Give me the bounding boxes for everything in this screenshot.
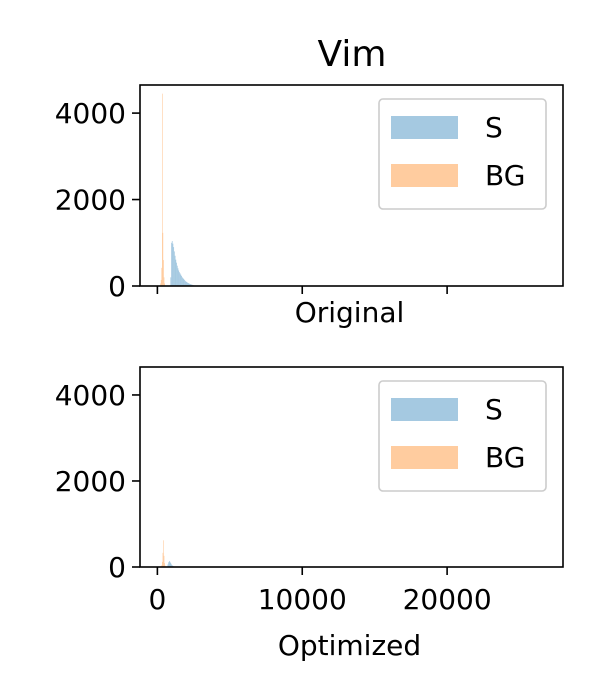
histogram-bar-s [179,272,180,286]
histogram-bar-s [171,565,173,567]
y-tick-label: 0 [108,270,126,303]
histogram-bar-s [167,564,169,567]
histogram-bar-s [189,283,190,286]
histogram-bar-s [179,273,181,286]
legend: S BG [378,380,547,492]
histogram-bar-s [187,282,188,286]
histogram-bar-s [176,262,177,286]
histogram-bar-s [168,560,170,567]
histogram-bar-bg [163,277,165,286]
histogram-bar-s [178,270,180,286]
histogram-bar-bg [161,267,163,286]
histogram-bar-s [172,243,174,286]
histogram-bar-bg [163,260,164,286]
histogram-bar-s [174,251,175,286]
histogram-bar-s [182,277,183,286]
histogram-bar-s [177,268,179,286]
y-tick-label: 2000 [55,184,126,217]
x-axis-label: Optimized [278,629,421,662]
histogram-bar-bg [161,565,163,567]
subplot-original: 0 2000 4000 Original S BG [55,84,564,329]
legend-label-s: S [485,393,503,426]
histogram-bar-s [188,283,190,286]
histogram-bar-s [175,259,177,286]
histogram-bar-s [182,278,184,286]
histogram-bar-bg [163,555,165,567]
histogram-bar-bg [164,563,165,567]
legend-swatch-s [391,398,458,421]
axes-frame [139,84,564,287]
y-tick-label: 0 [108,551,126,584]
histogram-bar-bg [162,232,164,286]
x-tick-label: 0 [148,583,166,616]
legend-box [378,98,547,210]
axes-frame [139,366,564,568]
histogram-bar-bg [160,279,162,286]
x-tick-label: 20000 [403,583,492,616]
legend-swatch-bg [391,446,458,469]
legend: S BG [378,98,547,210]
legend-label-s: S [485,111,503,144]
histogram-bar-s [184,279,185,286]
legend-swatch-s [391,116,458,139]
legend-label-bg: BG [485,441,525,474]
figure-title: Vim [318,34,387,75]
histogram-bar-s [180,274,182,286]
histogram-bar-s [170,277,172,286]
histogram-bar-s [173,247,175,286]
x-axis-label: Original [295,296,405,329]
histogram-bar-s [168,562,169,567]
histogram-bar-s [183,279,185,286]
y-tick-label: 2000 [55,465,126,498]
histogram-bar-s [169,561,171,567]
histogram-bar-bg [160,283,161,286]
subplot-optimized: 0 2000 4000 0 10000 20000 Optimized S BG [55,366,564,662]
histogram-bar-bg [164,283,165,286]
histogram-bar-s [189,284,191,286]
histogram-bar-s [171,242,172,286]
legend-label-bg: BG [485,159,525,192]
histogram-bar-bg [162,561,163,567]
histogram-bar-s [171,241,173,286]
histogram-bar-s [185,281,187,286]
histogram-bar-s [181,276,183,286]
histogram-bar-s [174,255,176,286]
histogram-bar-s [176,265,178,286]
histogram-bar-bg [163,540,164,567]
legend-swatch-bg [391,164,458,187]
y-tick-label: 4000 [55,379,126,412]
histogram-bar-bg [162,93,163,287]
histogram-bar-s [187,282,189,286]
histogram-bar-s [190,284,192,286]
y-tick-label: 4000 [55,97,126,130]
histogram-bar-s [184,280,186,286]
legend-box [378,380,547,492]
histogram-bar-s [186,282,188,286]
x-tick-label: 10000 [258,583,347,616]
histogram-bar-bg [162,552,164,567]
histogram-bar-s [171,564,172,567]
histogram-bar-s [170,563,172,567]
